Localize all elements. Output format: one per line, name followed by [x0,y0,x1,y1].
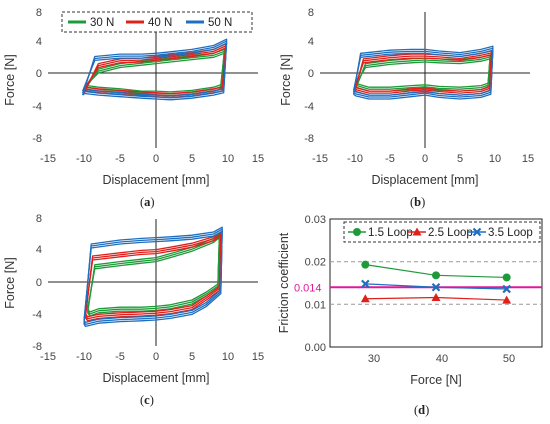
legend-label: 1.5 Loop [368,227,413,239]
y-tick-label: 8 [308,7,314,19]
y-ticks: 8 4 0 -4 -8 [304,7,314,145]
x-marker-icon [472,227,482,237]
y-tick-label: -8 [304,133,314,145]
x-tick-label: 10 [489,153,501,165]
data-point-triangle [502,295,512,304]
y-tick-label: 0.03 [305,214,326,226]
legend-label: 40 N [148,17,172,29]
y-ticks: 8 4 0 -4 -8 [32,7,42,145]
x-tick-label: 15 [252,351,264,363]
y-tick-label: -8 [32,341,42,353]
y-tick-label: -8 [32,133,42,145]
y-ticks: 0.03 0.02 0.01 0.00 [305,214,326,354]
panel-a: -15 -10 -5 0 5 10 15 8 4 0 -4 -8 30 N 40… [3,7,264,209]
legend-label: 50 N [208,17,232,29]
x-axis-label: Displacement [mm] [372,173,479,187]
x-tick-label: 40 [436,353,448,365]
x-ticks: -15 -10 -5 0 5 10 15 [40,153,264,165]
series-group [352,45,494,100]
y-tick-label: 0.01 [305,299,326,311]
x-tick-label: 15 [522,153,534,165]
x-tick-label: 5 [457,153,463,165]
x-ticks: -15 -10 -5 0 5 10 15 [312,153,534,165]
x-axis-label: Force [N] [410,373,461,387]
x-tick-label: -5 [115,351,125,363]
x-tick-label: 5 [189,153,195,165]
panel-label-b: (b) [410,195,425,209]
y-tick-label: 0 [308,68,314,80]
x-tick-label: -10 [76,153,92,165]
data-point-circle [361,260,370,269]
y-axis-label: Force [N] [279,54,293,105]
data-point-triangle [431,293,441,302]
x-tick-label: 0 [153,351,159,363]
y-ticks: 8 4 0 -4 -8 [32,213,42,353]
reference-line-label: 0.014 [294,282,322,294]
y-tick-label: 4 [36,244,42,256]
series-group [360,260,512,304]
y-axis-label: Friction coefficient [277,232,291,333]
x-tick-label: 0 [153,153,159,165]
x-axis-label: Displacement [mm] [103,371,210,385]
series-group [81,38,228,101]
x-tick-label: 50 [503,353,515,365]
series-line-50n [81,38,228,101]
legend-box [61,11,253,33]
legend-box [343,221,541,243]
legend-label: 3.5 Loop [488,227,533,239]
x-tick-label: -10 [347,153,363,165]
legend-label: 2.5 Loop [428,227,473,239]
triangle-marker-icon [412,227,422,236]
data-point-triangle [360,294,370,303]
panel-b: -15 -10 -5 0 5 10 15 8 4 0 -4 -8 Displac… [279,7,534,209]
y-axis-label: Force [N] [3,257,17,308]
x-tick-label: 30 [368,353,380,365]
x-ticks: 30 40 50 [368,353,515,365]
x-tick-label: -10 [76,351,92,363]
series-line-50n [352,45,494,100]
x-tick-label: -15 [40,351,56,363]
x-ticks: -15 -10 -5 0 5 10 15 [40,351,264,363]
data-point-x [502,284,511,294]
circle-marker-icon [353,228,361,236]
data-point-x [361,279,370,289]
y-tick-label: -4 [304,101,314,113]
series-group [83,226,223,328]
x-tick-label: -15 [40,153,56,165]
y-tick-label: 0 [36,277,42,289]
x-tick-label: -5 [115,153,125,165]
x-axis-label: Displacement [mm] [103,173,210,187]
x-tick-label: -15 [312,153,328,165]
x-tick-label: 0 [422,153,428,165]
y-tick-label: 4 [36,36,42,48]
panel-c: -15 -10 -5 0 5 10 15 8 4 0 -4 -8 Displac… [3,213,264,407]
y-tick-label: -4 [32,101,42,113]
y-tick-label: 0.00 [305,342,326,354]
panel-d: 0.014 0.03 0.02 0.01 0.00 30 40 50 1.5 L… [277,214,543,417]
y-tick-label: 8 [36,7,42,19]
y-tick-label: 4 [308,36,314,48]
panel-label-c: (c) [140,393,154,407]
data-point-x [431,282,441,292]
data-point-circle [432,271,440,280]
x-tick-label: 10 [222,351,234,363]
legend-label: 30 N [90,17,114,29]
panel-label-a: (a) [140,195,155,209]
panel-label-d: (d) [414,403,429,417]
x-tick-label: -5 [385,153,395,165]
x-tick-label: 10 [222,153,234,165]
y-axis-label: Force [N] [3,54,17,105]
data-point-circle [502,273,511,282]
y-tick-label: 0.02 [305,257,326,269]
y-tick-label: 8 [36,213,42,225]
y-tick-label: 0 [36,68,42,80]
x-tick-label: 15 [252,153,264,165]
y-tick-label: -4 [32,309,42,321]
plot-frame [329,218,543,348]
x-tick-label: 5 [189,351,195,363]
series-line-50n [83,226,223,328]
